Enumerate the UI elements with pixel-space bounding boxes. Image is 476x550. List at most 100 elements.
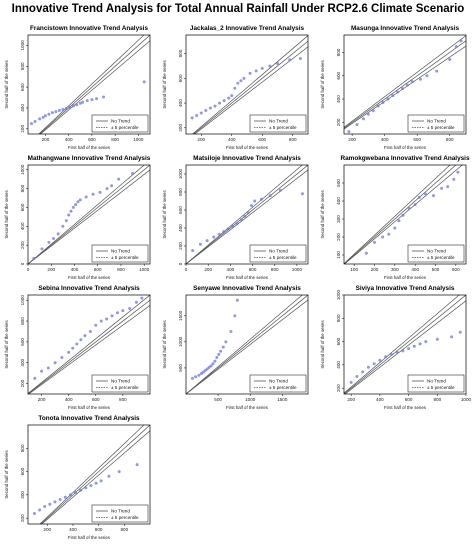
data-point [222,99,226,103]
y-tick-label: 1000 [20,40,25,51]
data-point [254,69,258,73]
y-tick-label: 500 [178,364,183,372]
x-tick-label: 800 [117,267,125,272]
plot-area [344,35,466,134]
legend-no-trend-label: No Trend [111,249,130,254]
x-tick-label: 800 [119,397,127,402]
legend-percentile-label: ± 5 percentile [111,125,139,130]
data-point [40,369,44,373]
x-axis-label: First half of the series [226,145,269,150]
data-point [410,80,414,84]
x-tick-label: 800 [271,267,279,272]
chart-title: Ramokgwebana Innovative Trend Analysis [340,155,469,162]
y-axis-label: Second half of the series [320,190,325,239]
data-point [393,226,397,230]
upper-percentile-line [186,295,303,394]
x-axis-label: First half of the series [384,405,427,410]
no-trend-line [28,165,150,264]
page-title: Innovative Trend Analysis for Total Annu… [11,3,465,15]
data-point [102,95,106,99]
legend-percentile-label: ± 5 percentile [427,125,455,130]
x-tick-label: 300 [391,267,399,272]
x-tick-label: 200 [348,137,356,142]
x-tick-label: 1000 [292,267,303,272]
x-tick-label: 1500 [277,397,288,402]
data-point [236,81,240,85]
lower-percentile-line [41,430,150,524]
data-point [29,122,33,126]
chart-svg: Tonota Innovative Trend Analysis 200 400 60… [4,415,151,540]
no-trend-line [39,35,150,134]
chart-svg: Mathangwane Innovative Trend Analysis 0 20… [4,155,151,280]
y-axis-label: Second half of the series [4,450,9,499]
legend-no-trend-label: No Trend [269,379,288,384]
x-tick-label: 400 [227,267,235,272]
data-point [373,240,376,244]
lower-percentile-line [28,169,150,264]
data-point [68,105,72,109]
x-tick-label: 1000 [139,267,150,272]
data-point [57,109,61,113]
data-point [253,199,257,203]
data-point [140,296,144,300]
y-tick-label: 1000 [336,289,341,300]
data-point [446,185,450,189]
data-point [246,211,250,215]
data-point [61,224,65,228]
upper-percentile-line [28,165,145,264]
lower-percentile-line [344,45,466,130]
x-tick-label: 0 [185,267,188,272]
data-point [298,57,302,61]
data-point [248,71,252,75]
x-tick-label: 800 [289,137,297,142]
x-tick-label: 200 [38,397,46,402]
data-point [84,195,88,199]
data-point [197,373,201,377]
chart-title: Tonota Innovative Trend Analysis [38,415,140,422]
y-tick-label: 500 [336,179,341,187]
data-point [235,298,239,302]
data-point [391,94,395,98]
data-point [50,111,54,115]
data-point [98,190,102,194]
data-point [412,344,416,348]
data-point [53,361,57,365]
data-point [79,338,83,342]
x-tick-label: 200 [347,397,355,402]
data-point [41,115,45,119]
data-point [67,213,71,217]
data-point [361,370,365,374]
data-point [212,235,216,239]
data-point [208,106,212,110]
data-point [268,64,272,68]
data-point [372,362,376,366]
y-tick-label: 200 [20,125,25,133]
x-axis-label: First half of the series [226,405,269,410]
x-tick-label: 400 [411,267,419,272]
data-point [435,337,439,341]
y-tick-label: 400 [178,224,183,232]
data-point [33,376,37,380]
data-point [401,213,405,217]
no-trend-line [28,299,150,394]
data-point [435,69,439,73]
data-point [131,171,135,175]
data-point [288,58,292,62]
data-point [378,358,382,362]
y-axis-label: Second half of the series [320,320,325,369]
x-tick-label: 400 [69,527,77,532]
x-tick-label: 400 [381,137,389,142]
plot-area [190,35,308,134]
x-tick-label: 800 [446,137,454,142]
legend-no-trend-label: No Trend [111,509,130,514]
data-point [43,505,47,509]
data-point [68,493,72,497]
data-point [88,329,92,333]
data-point [397,219,401,223]
data-point [376,104,380,108]
data-point [99,479,103,483]
x-tick-label: 200 [43,527,51,532]
plot-frame [185,34,309,135]
no-trend-line [193,40,308,134]
no-trend-line [40,425,150,524]
